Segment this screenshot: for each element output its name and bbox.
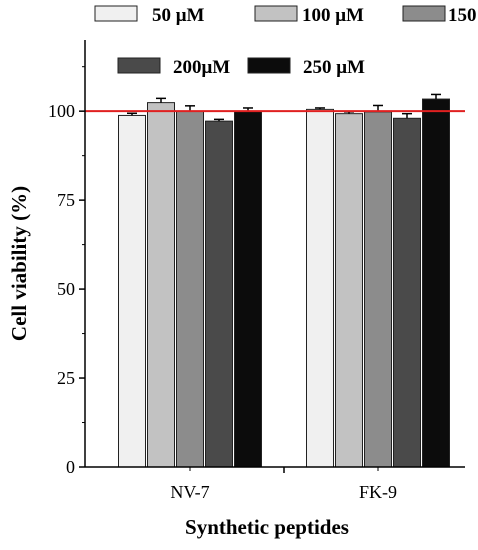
- bar-nv-7-series-2: [147, 102, 175, 468]
- legend-label: 200μM: [173, 57, 230, 78]
- legend-label: 50 μM: [152, 5, 205, 26]
- bar-nv-7-series-5: [234, 110, 262, 468]
- bar-fk-9-series-4: [393, 117, 421, 468]
- x-category-label: FK-9: [359, 482, 397, 502]
- y-tick-label: 75: [57, 190, 75, 210]
- y-tick-label: 50: [57, 279, 75, 299]
- bar-fk-9-series-3: [364, 111, 392, 468]
- legend-label: 150 μM: [448, 5, 478, 26]
- bar-nv-7-series-4: [205, 120, 233, 468]
- plot-area: [118, 93, 450, 468]
- y-tick-label: 100: [48, 101, 75, 121]
- legend-label: 250 μM: [303, 57, 365, 78]
- legend-swatch: [94, 5, 138, 22]
- bar-fk-9-series-1: [306, 108, 334, 468]
- legend: 50 μM 100 μM 150 μM 200μM 250 μM: [94, 5, 478, 78]
- legend-swatch: [117, 57, 161, 74]
- bar-nv-7-series-3: [176, 110, 204, 468]
- legend-swatch: [254, 5, 298, 22]
- y-tick-label: 0: [66, 457, 75, 477]
- bar-fk-9-series-5: [422, 98, 450, 468]
- bar-nv-7-series-1: [118, 114, 146, 468]
- x-axis-title: Synthetic peptides: [185, 515, 349, 539]
- legend-swatch: [247, 57, 291, 74]
- x-category-label: NV-7: [170, 482, 209, 502]
- y-axis-title: Cell viability (%): [7, 186, 31, 341]
- axes: 0 25 50 75 100 NV-7 FK-9: [48, 40, 465, 502]
- bar-fk-9-series-2: [335, 113, 363, 468]
- legend-label: 100 μM: [302, 5, 364, 26]
- legend-swatch: [402, 5, 446, 22]
- y-tick-label: 25: [57, 368, 75, 388]
